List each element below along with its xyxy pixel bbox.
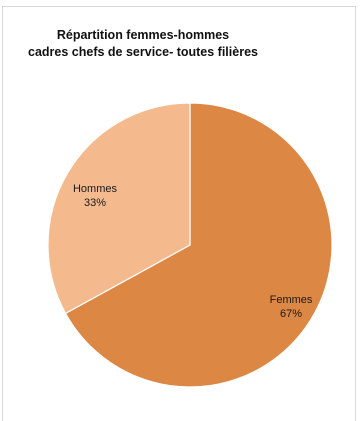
chart-title-line-1: Répartition femmes-hommes — [56, 28, 230, 42]
pie-slice-femmes — [64, 102, 333, 388]
pie-labels: Femmes 67% Hommes 33% — [73, 183, 313, 320]
chart-title-line-2: cadres chefs de service- toutes filières — [28, 45, 258, 59]
slice-percent-hommes: 33% — [84, 197, 106, 209]
slice-label-femmes: Femmes — [270, 294, 313, 306]
pie-slice-hommes — [47, 102, 191, 315]
chart-title: Répartition femmes-hommes cadres chefs d… — [0, 27, 286, 61]
slice-percent-femmes: 67% — [280, 308, 302, 320]
slice-label-hommes: Hommes — [73, 183, 118, 195]
pie-slices — [47, 102, 333, 388]
